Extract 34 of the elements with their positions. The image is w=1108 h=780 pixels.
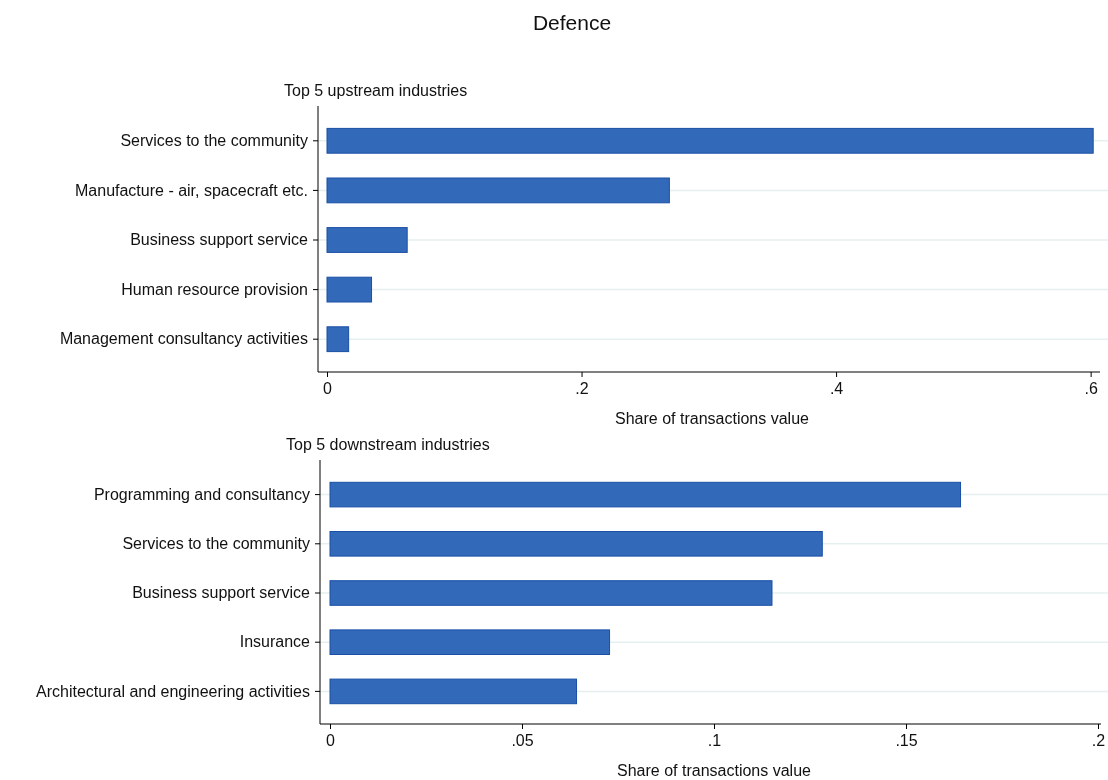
y-tick-label: Business support service xyxy=(130,231,309,249)
chart-subtitle: Top 5 downstream industries xyxy=(286,436,490,453)
y-tick-label: Programming and consultancy xyxy=(93,485,310,503)
y-tick-label: Manufacture - air, spacecraft etc. xyxy=(75,181,308,199)
bar xyxy=(329,678,578,705)
x-tick-label: .4 xyxy=(829,380,844,398)
bar xyxy=(326,276,373,303)
bar xyxy=(326,326,350,353)
y-tick-label: Services to the community xyxy=(120,131,308,149)
x-tick-label: .6 xyxy=(1084,380,1098,398)
bar xyxy=(326,177,670,204)
x-tick-label: .2 xyxy=(1091,732,1106,750)
x-tick-label: 0 xyxy=(326,732,336,750)
chart-subtitle: Top 5 upstream industries xyxy=(284,82,468,99)
x-axis-title: Share of transactions value xyxy=(615,410,810,427)
x-tick-label: .05 xyxy=(511,732,534,750)
x-tick-label: .15 xyxy=(895,732,918,750)
bar xyxy=(329,481,962,508)
y-tick-label: Human resource provision xyxy=(121,280,308,298)
x-tick-label: 0 xyxy=(323,380,333,398)
bar xyxy=(329,629,611,655)
y-tick-label: Management consultancy activities xyxy=(59,330,308,348)
y-tick-label: Architectural and engineering activities xyxy=(36,682,310,700)
x-tick-label: .2 xyxy=(575,380,589,398)
x-tick-label: .1 xyxy=(707,732,722,750)
y-tick-label: Business support service xyxy=(132,584,311,602)
bar xyxy=(329,580,773,606)
bar xyxy=(326,127,1094,154)
chart-title: Defence xyxy=(532,11,612,34)
y-tick-label: Services to the community xyxy=(122,534,310,552)
bar xyxy=(329,531,823,557)
bar xyxy=(326,227,408,253)
x-axis-title: Share of transactions value xyxy=(617,762,812,779)
y-tick-label: Insurance xyxy=(239,633,311,651)
